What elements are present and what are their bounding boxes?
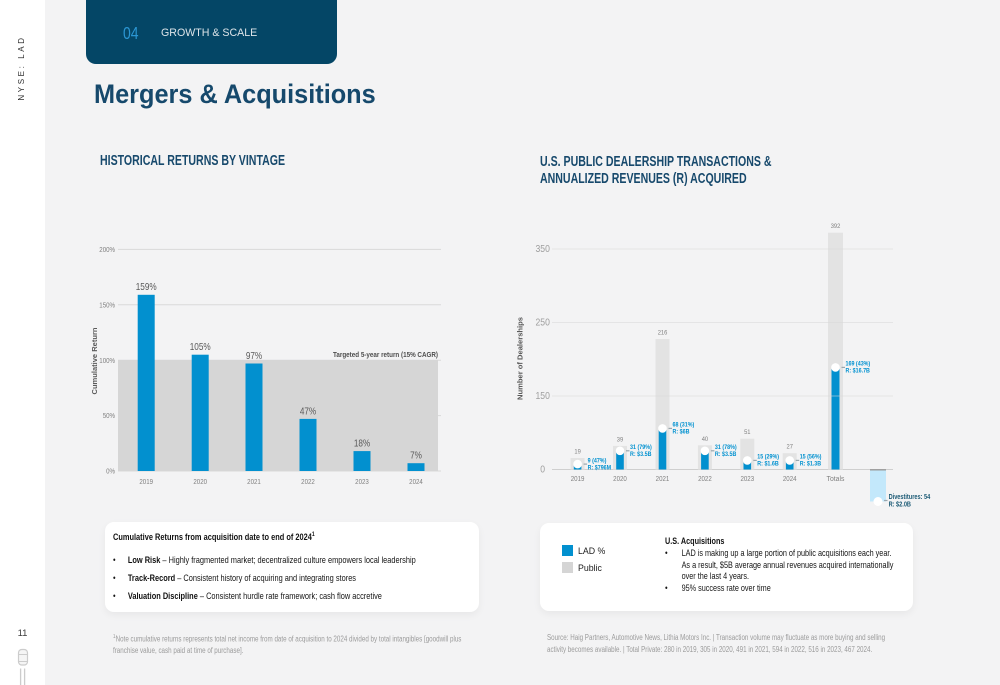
svg-text:250: 250 (536, 317, 550, 329)
svg-text:R: $3.5B: R: $3.5B (715, 452, 736, 458)
svg-text:31 (78%): 31 (78%) (715, 445, 737, 451)
svg-text:2021: 2021 (656, 476, 670, 483)
svg-text:15 (29%): 15 (29%) (757, 454, 779, 460)
svg-text:2020: 2020 (613, 476, 627, 483)
svg-text:2022: 2022 (698, 476, 712, 483)
svg-text:27: 27 (786, 443, 793, 450)
svg-text:200%: 200% (99, 247, 115, 255)
svg-text:2023: 2023 (355, 479, 369, 487)
svg-text:169 (43%): 169 (43%) (846, 361, 871, 367)
svg-text:216: 216 (658, 329, 668, 336)
svg-text:150: 150 (536, 390, 550, 402)
svg-text:2019: 2019 (571, 476, 585, 483)
svg-text:15 (56%): 15 (56%) (800, 454, 822, 460)
svg-text:2022: 2022 (301, 479, 315, 487)
svg-text:2019: 2019 (139, 479, 153, 487)
svg-text:R: $1.3B: R: $1.3B (800, 461, 821, 467)
svg-text:2023: 2023 (740, 476, 754, 483)
svg-text:2021: 2021 (247, 479, 261, 487)
svg-text:R: $16.7B: R: $16.7B (846, 368, 870, 374)
svg-text:350: 350 (536, 243, 550, 255)
svg-text:19: 19 (574, 448, 581, 455)
svg-text:Totals: Totals (827, 476, 845, 483)
svg-text:R: $2.0B: R: $2.0B (889, 501, 912, 509)
svg-text:50%: 50% (103, 413, 115, 421)
svg-text:68 (31%): 68 (31%) (673, 422, 695, 428)
svg-text:18%: 18% (354, 438, 370, 449)
svg-text:40: 40 (702, 435, 709, 442)
svg-text:7%: 7% (410, 450, 422, 461)
svg-text:Cumulative Return: Cumulative Return (90, 327, 99, 394)
svg-text:2020: 2020 (193, 479, 207, 487)
svg-text:Number of Dealerships: Number of Dealerships (517, 317, 524, 400)
svg-text:Targeted 5-year return (15% CA: Targeted 5-year return (15% CAGR) (333, 352, 438, 360)
svg-text:159%: 159% (136, 281, 157, 292)
svg-text:31 (79%): 31 (79%) (630, 445, 652, 451)
svg-text:Divestitures: 54: Divestitures: 54 (889, 493, 931, 501)
svg-text:51: 51 (744, 429, 751, 436)
svg-text:0%: 0% (106, 468, 115, 476)
svg-text:R: $6B: R: $6B (673, 429, 690, 435)
svg-text:2024: 2024 (783, 476, 797, 483)
svg-text:R: $3.5B: R: $3.5B (630, 452, 651, 458)
svg-text:R: $796M: R: $796M (588, 465, 612, 471)
svg-text:0: 0 (540, 464, 545, 476)
svg-text:105%: 105% (190, 341, 211, 352)
svg-text:47%: 47% (300, 406, 316, 417)
svg-text:R: $1.6B: R: $1.6B (757, 461, 778, 467)
svg-text:9 (47%): 9 (47%) (588, 458, 607, 464)
svg-text:2024: 2024 (409, 479, 423, 487)
svg-text:39: 39 (617, 436, 624, 443)
svg-text:97%: 97% (246, 350, 262, 361)
svg-text:100%: 100% (99, 357, 115, 365)
svg-text:392: 392 (831, 223, 841, 230)
svg-text:150%: 150% (99, 302, 115, 310)
